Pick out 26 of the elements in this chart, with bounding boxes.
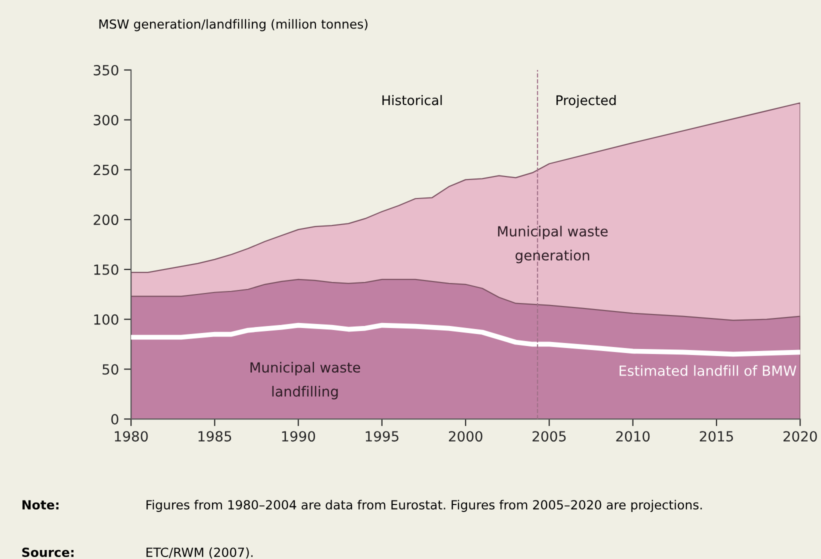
x-tick-label: 2010 <box>616 431 650 442</box>
text: Source: ETC/RWM (2007). <box>22 547 253 559</box>
annotation: Projected <box>556 95 616 108</box>
annotation: Historical <box>382 95 442 106</box>
x-tick-label: 2015 <box>700 431 733 442</box>
series-label: Municipal waste landfilling <box>250 362 360 400</box>
x-tick-label: 1990 <box>282 431 316 442</box>
series-label: Estimated landfill of BMW <box>620 365 796 376</box>
y-tick-label: 350 <box>94 64 118 76</box>
y-tick-label: 150 <box>94 264 118 275</box>
y-tick-label: 100 <box>94 314 118 325</box>
y-tick-label: 200 <box>94 214 118 226</box>
x-tick-label: 2000 <box>448 431 482 442</box>
y-tick-label: 300 <box>94 114 118 126</box>
line-series <box>131 322 800 357</box>
text: Note: Figures from 1980–2004 are data from Eurostat. Figures from 2005–2020 are projections. <box>22 500 702 512</box>
y-tick-label: 0 <box>111 414 118 424</box>
x-tick-label: 1985 <box>198 431 232 442</box>
y-tick-label: 50 <box>102 364 118 375</box>
y-tick-label: 250 <box>94 164 118 176</box>
x-tick-label: 2020 <box>783 431 817 442</box>
x-tick-label: 1980 <box>114 431 148 442</box>
y-axis-title: MSW generation/landfilling (million tonnes) <box>99 19 368 32</box>
x-tick-label: 2005 <box>532 431 566 442</box>
series-label: Municipal waste generation <box>498 226 608 264</box>
x-tick-label: 1995 <box>366 431 398 442</box>
